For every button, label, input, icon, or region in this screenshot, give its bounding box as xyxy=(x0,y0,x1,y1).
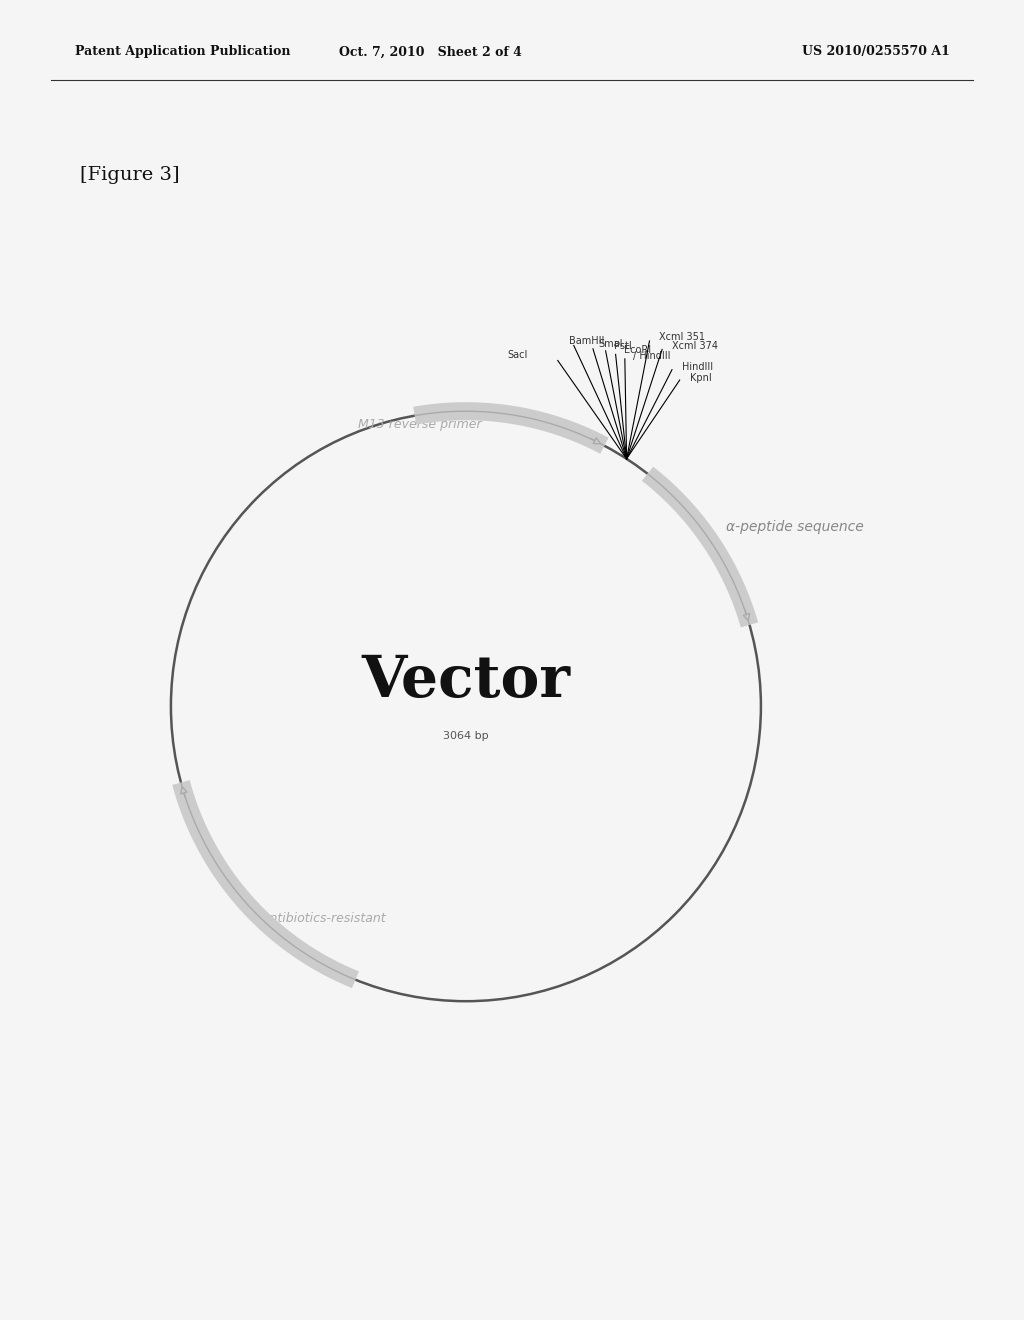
Text: / HindIII: / HindIII xyxy=(633,351,671,360)
Text: XcmI 374: XcmI 374 xyxy=(672,342,718,351)
Text: BamHII: BamHII xyxy=(568,335,604,346)
Text: HindIII: HindIII xyxy=(682,362,713,372)
Text: PstI: PstI xyxy=(613,341,632,351)
Text: Oct. 7, 2010   Sheet 2 of 4: Oct. 7, 2010 Sheet 2 of 4 xyxy=(339,45,521,58)
Text: KpnI: KpnI xyxy=(690,374,712,383)
Text: Antibiotics-resistant: Antibiotics-resistant xyxy=(262,912,386,925)
Text: SacI: SacI xyxy=(507,351,527,360)
Text: XcmI 351: XcmI 351 xyxy=(659,333,706,342)
Text: US 2010/0255570 A1: US 2010/0255570 A1 xyxy=(802,45,950,58)
Text: EcoRI: EcoRI xyxy=(624,346,650,355)
Text: Patent Application Publication: Patent Application Publication xyxy=(75,45,291,58)
Text: SmaI: SmaI xyxy=(598,339,623,348)
Text: α-peptide sequence: α-peptide sequence xyxy=(726,520,863,535)
Text: [Figure 3]: [Figure 3] xyxy=(80,166,179,183)
Text: Vector: Vector xyxy=(361,653,570,709)
Text: 3064 bp: 3064 bp xyxy=(443,731,488,742)
Text: M13 reverse primer: M13 reverse primer xyxy=(358,418,482,432)
